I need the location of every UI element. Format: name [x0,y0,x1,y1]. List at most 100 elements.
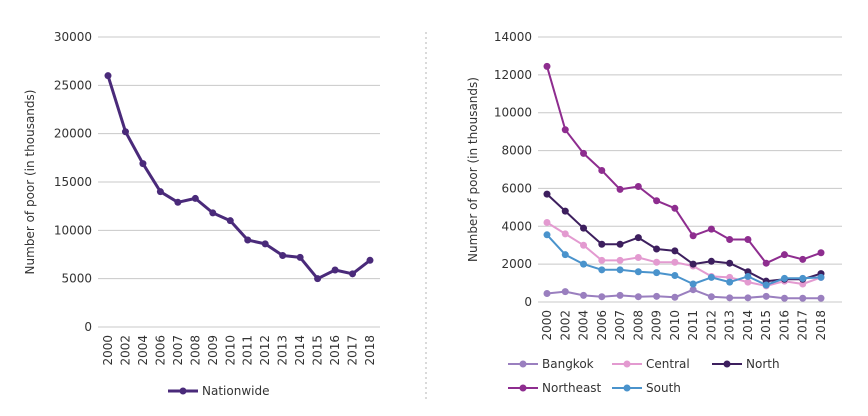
data-point-northeast [543,62,551,70]
data-point-nationwide [279,251,287,259]
x-tick-label: 2008 [631,310,645,341]
legend-swatch-marker [179,387,187,395]
data-point-south [653,269,661,277]
data-point-north [580,224,588,232]
legend-swatch-marker [623,384,631,392]
x-tick-label: 2009 [650,310,664,341]
x-tick-label: 2016 [328,335,342,366]
y-tick-label: 30000 [54,30,92,44]
data-point-north [634,234,642,242]
y-tick-label: 2000 [501,257,532,271]
y-tick-label: 0 [84,320,92,334]
x-tick-label: 2012 [704,310,718,341]
x-tick-label: 2012 [258,335,272,366]
data-point-south [543,231,551,239]
data-point-nationwide [209,209,217,217]
data-point-south [580,260,588,268]
data-point-bangkok [616,291,624,299]
legend-swatch-marker [623,360,631,368]
x-tick-label: 2002 [558,310,572,341]
x-tick-label: 2009 [206,335,220,366]
legend-label: Northeast [542,381,602,395]
data-point-south [744,272,752,280]
data-point-northeast [598,166,606,174]
data-point-north [543,190,551,198]
data-point-northeast [561,126,569,134]
chart-panel-regions: 0 2000 4000 6000 8000 10000 12000 14000 Number o… [466,30,842,395]
data-point-northeast [689,232,697,240]
data-point-south [561,251,569,259]
data-point-central [598,256,606,264]
series-line-central [546,221,822,287]
data-point-nationwide [244,236,252,244]
data-point-north [653,245,661,253]
data-point-bangkok [634,293,642,301]
x-tick-label: 2015 [311,335,325,366]
data-point-bangkok [762,292,770,300]
data-point-bangkok [689,286,697,294]
x-tick-label: 2002 [118,335,132,366]
legend-label: Bangkok [542,357,594,371]
y-tick-label: 20000 [54,127,92,141]
x-tick-label: 2011 [241,335,255,366]
data-point-bangkok [580,291,588,299]
y-tick-label: 4000 [501,219,532,233]
data-point-central [671,258,679,266]
x-tick-label: 2010 [223,335,237,366]
x-tick-label: 2017 [796,310,810,341]
data-point-northeast [616,185,624,193]
data-point-nationwide [191,194,199,202]
x-tick-label: 2011 [686,310,700,341]
data-point-nationwide [226,217,234,225]
series-line-northeast [546,66,822,265]
data-point-bangkok [707,293,715,301]
data-point-south [689,280,697,288]
legend-label: North [746,357,780,371]
series-line-north [546,193,822,283]
data-point-nationwide [104,72,112,80]
x-tick-label: 2017 [346,335,360,366]
y-tick-label: 10000 [54,223,92,237]
data-point-bangkok [817,294,825,302]
data-point-northeast [780,251,788,259]
data-point-north [707,257,715,265]
data-point-northeast [580,149,588,157]
data-point-nationwide [296,253,304,261]
x-tick-label: 2006 [595,310,609,341]
x-tick-label: 2014 [293,335,307,366]
legend-swatch-marker [519,384,527,392]
x-tick-label: 2000 [540,310,554,341]
x-tick-label: 2013 [276,335,290,366]
data-point-south [817,273,825,281]
data-point-north [671,247,679,255]
data-point-central [580,241,588,249]
y-axis-title: Number of poor (in thousands) [466,77,480,262]
data-point-nationwide [156,188,164,196]
data-point-northeast [799,255,807,263]
data-point-nationwide [314,275,322,283]
legend-label: Central [646,357,690,371]
data-point-nationwide [261,240,269,248]
data-point-bangkok [543,289,551,297]
y-tick-label: 25000 [54,78,92,92]
x-tick-label: 2014 [741,310,755,341]
y-tick-label: 10000 [494,106,532,120]
x-tick-label: 2007 [613,310,627,341]
y-tick-label: 6000 [501,181,532,195]
data-point-northeast [744,236,752,244]
data-point-south [726,278,734,286]
data-point-nationwide [121,128,129,136]
data-point-south [616,266,624,274]
data-point-northeast [762,259,770,267]
legend-swatch-marker [723,360,731,368]
data-point-northeast [671,204,679,212]
data-point-north [616,240,624,248]
x-tick-label: 2013 [723,310,737,341]
legend-label: South [646,381,681,395]
y-tick-label: 5000 [61,272,92,286]
data-point-nationwide [366,256,374,264]
legend-swatch-marker [519,360,527,368]
x-tick-label: 2006 [153,335,167,366]
